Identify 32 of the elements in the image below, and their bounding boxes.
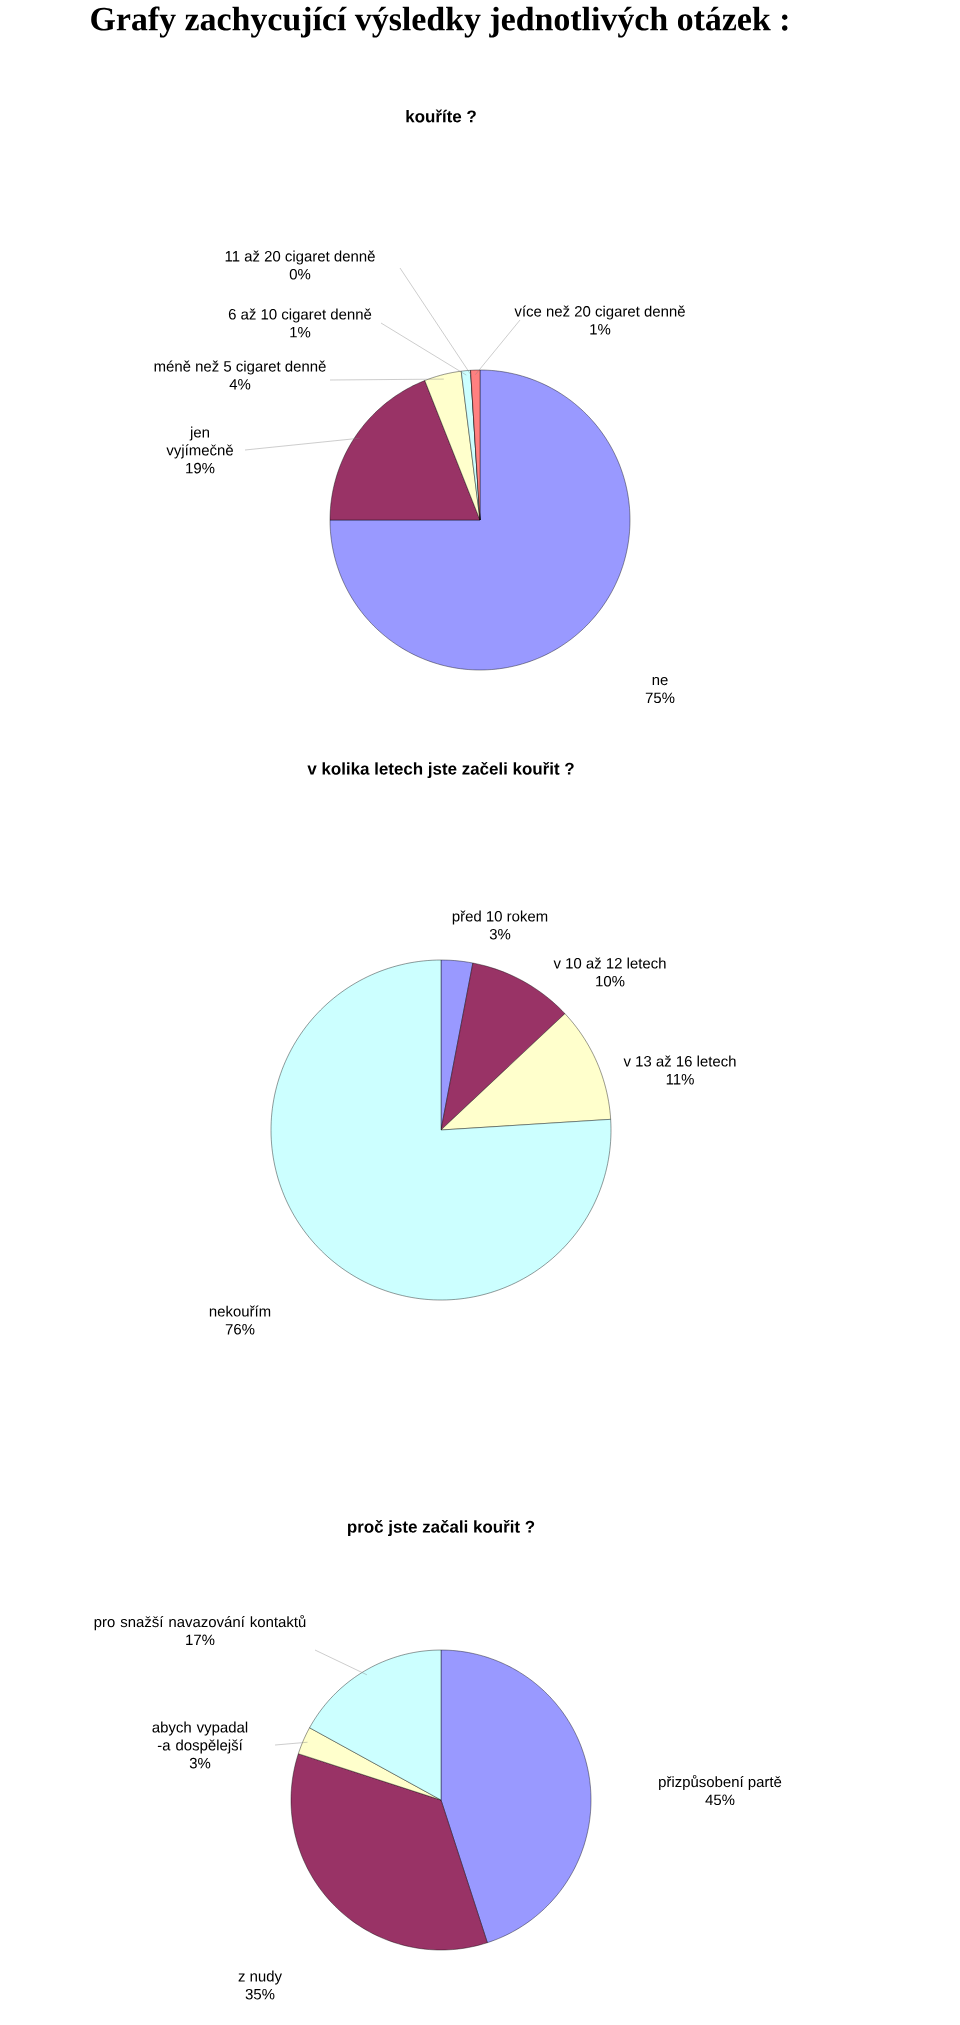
data-label: 17% bbox=[186, 1634, 215, 1646]
slice-label: přizpůsobení partě bbox=[659, 1774, 782, 1791]
data-label: 11% bbox=[666, 1074, 694, 1085]
slice-label: v 13 až 16 letech bbox=[623, 1055, 736, 1067]
slice-label: v 10 až 12 letech bbox=[553, 957, 666, 969]
data-label: 4% bbox=[229, 379, 251, 390]
chart-title: Grafy zachycující výsledky jednotlivých otázek : bbox=[91, 6, 788, 38]
data-label: 1% bbox=[590, 324, 611, 335]
data-label: 19% bbox=[186, 462, 215, 474]
chart-subtitle: kouříte ? bbox=[406, 109, 476, 123]
slice-label: pro snažší navazování kontaktů bbox=[94, 1614, 306, 1631]
data-label: 3% bbox=[489, 928, 511, 940]
text: 0% bbox=[289, 268, 311, 280]
category-label: 11 až 20 cigaret denně bbox=[225, 250, 375, 265]
slice-label: ne bbox=[652, 676, 668, 686]
slice-label: před 10 rokem bbox=[452, 910, 548, 925]
data-label: 10% bbox=[596, 975, 625, 987]
data-label: 35% bbox=[245, 1988, 275, 2000]
slice-label: abych vypadal -a dospělejší bbox=[152, 1721, 248, 1754]
chart-title: proč jste začali kouřit ? bbox=[348, 1519, 535, 1537]
data-label: 45% bbox=[705, 1794, 735, 1806]
slice-label: 6 až 10 cigaret denně bbox=[228, 308, 372, 323]
slice-label: z nudy bbox=[238, 1970, 282, 1985]
slice-label: jen vyjímečně bbox=[166, 426, 233, 459]
data-label: 3% bbox=[189, 1757, 211, 1769]
slice-label: méně než 5 cigaret denně bbox=[154, 360, 326, 375]
slice-label: nekouřím bbox=[209, 1305, 271, 1317]
data-label: 76% bbox=[225, 1323, 255, 1335]
slice-label: více než 20 cigaret denně bbox=[514, 305, 685, 320]
chart-title: v kolika letech jste začeli kouřit ? bbox=[307, 761, 574, 779]
data-label: 75% bbox=[645, 692, 675, 704]
data-label: 1% bbox=[290, 327, 311, 338]
